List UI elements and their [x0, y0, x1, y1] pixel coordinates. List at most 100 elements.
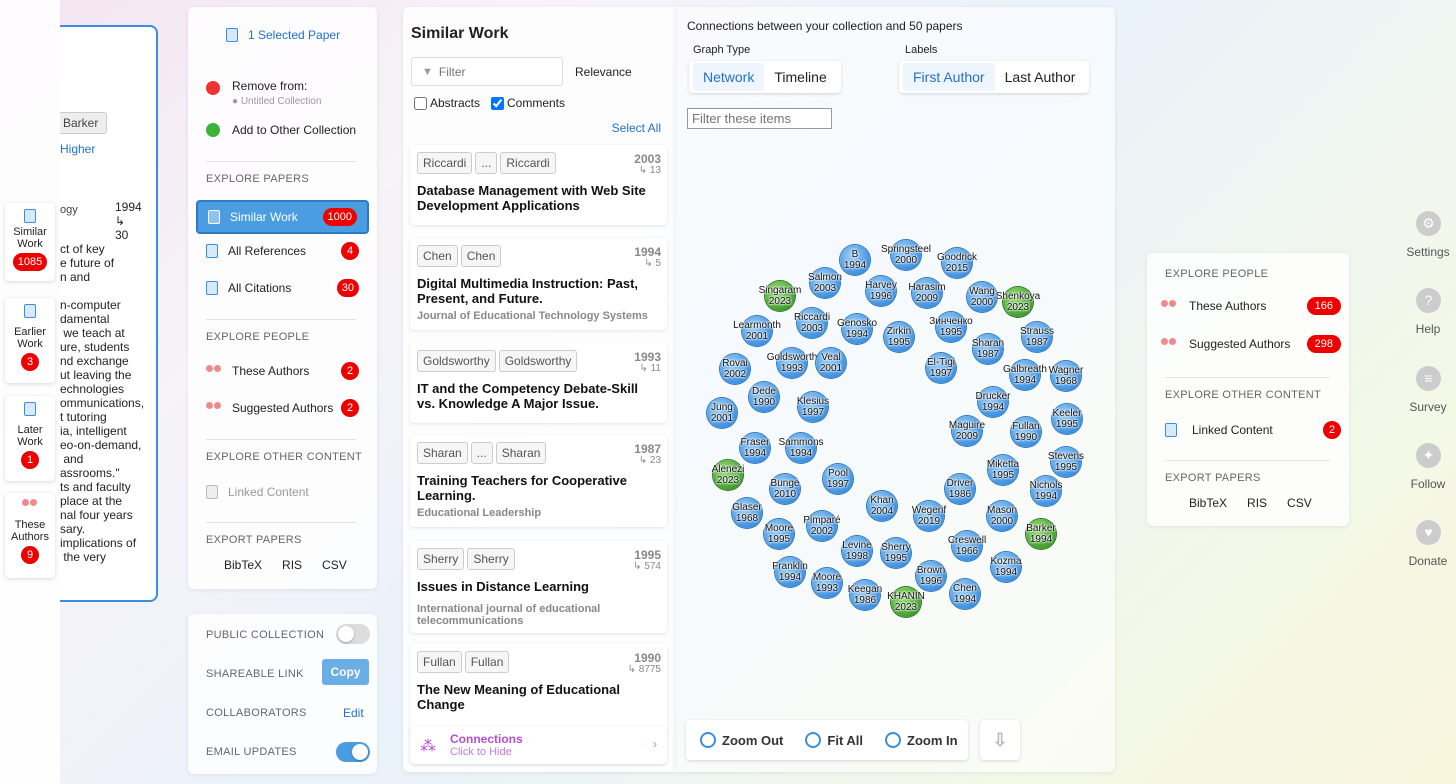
- add-to-collection[interactable]: Add to Other Collection: [206, 123, 356, 137]
- gear-icon[interactable]: ⚙: [1416, 211, 1441, 236]
- sidebar-label[interactable]: Follow: [1410, 477, 1446, 491]
- graph-node[interactable]: [891, 240, 921, 270]
- paper-card[interactable]: Chen Chen 1994 ↳ 5 Digital Multimedia Inst…: [410, 238, 667, 330]
- paper-card[interactable]: Sharan... Sharan 1987 ↳ 23 Training Teache…: [410, 435, 667, 527]
- graph-node[interactable]: [842, 536, 872, 566]
- last-author-tag[interactable]: Goldsworthy: [498, 350, 578, 372]
- filter-items-input[interactable]: [687, 108, 832, 129]
- paper-title[interactable]: The New Meaning of Educational Change: [417, 682, 620, 712]
- fit-all-button[interactable]: Fit All: [805, 732, 863, 748]
- network-graph[interactable]: B 1994 Springsteel 2000 Goodrick 2015 Singaram…: [675, 7, 1115, 707]
- export-ris[interactable]: RIS: [282, 558, 303, 572]
- sidebar-label[interactable]: Donate: [1408, 554, 1448, 568]
- paper-title[interactable]: Training Teachers for Cooperative Learni…: [417, 473, 627, 503]
- more-authors-tag[interactable]: ...: [475, 152, 498, 174]
- survey-icon[interactable]: ≡: [1416, 366, 1441, 391]
- graph-node[interactable]: [916, 561, 946, 591]
- select-all-link[interactable]: Select All: [611, 121, 661, 135]
- selected-paper-header[interactable]: 1 Selected Paper: [226, 28, 340, 42]
- graph-node[interactable]: [764, 519, 794, 549]
- graph-node[interactable]: [1052, 404, 1082, 434]
- menu-all-citations[interactable]: All Citations 30: [196, 271, 369, 305]
- first-author-tag[interactable]: Chen: [417, 245, 458, 267]
- graph-node[interactable]: [786, 433, 816, 463]
- graph-node[interactable]: [936, 312, 966, 342]
- export-bibtex[interactable]: BibTeX: [1189, 496, 1228, 510]
- right-these-authors[interactable]: These Authors 166: [1161, 297, 1341, 315]
- graph-node[interactable]: [742, 316, 772, 346]
- graph-node[interactable]: [1031, 476, 1061, 506]
- abstracts-checkbox-input[interactable]: [414, 96, 427, 110]
- timeline-option[interactable]: Timeline: [774, 69, 827, 85]
- more-authors-tag[interactable]: ...: [470, 442, 493, 464]
- sidebar-label[interactable]: Help: [1415, 322, 1441, 336]
- graph-node[interactable]: [798, 392, 828, 422]
- zoom-out-button[interactable]: Zoom Out: [700, 732, 783, 748]
- graph-node[interactable]: [867, 491, 897, 521]
- graph-node[interactable]: [810, 268, 840, 298]
- first-author-tag[interactable]: Riccardi: [417, 152, 473, 174]
- zoom-in-button[interactable]: Zoom In: [885, 732, 958, 748]
- first-author-option[interactable]: First Author: [903, 63, 995, 91]
- graph-node[interactable]: [926, 353, 956, 383]
- strip-similar-work[interactable]: Similar Work 1085: [5, 203, 55, 281]
- graph-node[interactable]: [991, 552, 1021, 582]
- graph-node[interactable]: [850, 580, 880, 610]
- graph-node[interactable]: [1051, 361, 1081, 391]
- paper-card[interactable]: Riccardi... Riccardi 2003 ↳ 13 Database Ma…: [410, 145, 667, 225]
- strip-these-authors[interactable]: These Authors 9: [5, 493, 55, 578]
- author-tag[interactable]: Barker: [60, 112, 108, 134]
- first-author-tag[interactable]: Goldsworthy: [417, 350, 496, 372]
- filter-input[interactable]: [438, 64, 549, 79]
- graph-node[interactable]: [945, 474, 975, 504]
- graph-node[interactable]: [1011, 417, 1041, 447]
- paper-title[interactable]: Digital Multimedia Instruction: Past, Pr…: [417, 276, 639, 306]
- graph-node[interactable]: [1022, 322, 1052, 352]
- graph-node[interactable]: [797, 308, 827, 338]
- paper-card[interactable]: Sherry Sherry 1995 ↳ 574 Issues in Distanc…: [410, 541, 667, 633]
- comments-checkbox-input[interactable]: [491, 96, 504, 110]
- graph-node[interactable]: [807, 511, 837, 541]
- graph-node[interactable]: [1026, 519, 1056, 549]
- menu-similar-work[interactable]: Similar Work 1000: [196, 200, 369, 234]
- first-author-tag[interactable]: Fullan: [417, 651, 462, 673]
- graph-node[interactable]: [942, 248, 972, 278]
- graph-node[interactable]: [987, 501, 1017, 531]
- menu-all-references[interactable]: All References 4: [196, 234, 369, 268]
- graph-node[interactable]: [1010, 360, 1040, 390]
- right-suggested-authors[interactable]: Suggested Authors 298: [1161, 335, 1341, 353]
- graph-node[interactable]: [713, 460, 743, 490]
- last-author-tag[interactable]: Fullan: [464, 651, 510, 673]
- graph-node[interactable]: [1051, 447, 1081, 477]
- export-bibtex[interactable]: BibTeX: [224, 558, 263, 572]
- right-linked-content[interactable]: Linked Content 2: [1165, 421, 1341, 439]
- graph-node[interactable]: [952, 416, 982, 446]
- graph-node[interactable]: [765, 281, 795, 311]
- graph-node[interactable]: [1003, 287, 1033, 317]
- menu-linked-content[interactable]: Linked Content: [196, 475, 369, 509]
- graph-node[interactable]: [840, 245, 870, 275]
- paper-card[interactable]: Fullan Fullan 1990 ↳ 8775 The New Meaning …: [410, 644, 667, 734]
- graph-node[interactable]: [881, 538, 911, 568]
- first-author-tag[interactable]: Sherry: [417, 548, 465, 570]
- public-collection-toggle[interactable]: [336, 624, 370, 644]
- remove-from-collection[interactable]: Remove from: ● Untitled Collection: [206, 79, 321, 107]
- last-author-tag[interactable]: Riccardi: [500, 152, 556, 174]
- graph-node[interactable]: [740, 433, 770, 463]
- abstracts-checkbox[interactable]: Abstracts: [414, 96, 480, 110]
- heart-icon[interactable]: ♥: [1416, 520, 1441, 545]
- paper-title[interactable]: Database Management with Web Site Develo…: [417, 183, 646, 213]
- last-author-tag[interactable]: Chen: [460, 245, 502, 267]
- paper-title[interactable]: IT and the Competency Debate-Skill vs. K…: [417, 381, 639, 411]
- graph-node[interactable]: [770, 474, 800, 504]
- graph-node[interactable]: [842, 314, 872, 344]
- graph-node[interactable]: [978, 387, 1008, 417]
- paper-title[interactable]: Issues in Distance Learning: [417, 579, 589, 594]
- graph-node[interactable]: [973, 334, 1003, 364]
- graph-node[interactable]: [812, 568, 842, 598]
- paper-card[interactable]: Goldsworthy Goldsworthy 1993 ↳ 11 IT and t…: [410, 343, 667, 423]
- graph-node[interactable]: [707, 398, 737, 428]
- question-icon[interactable]: ?: [1416, 288, 1441, 313]
- graph-node[interactable]: [732, 498, 762, 528]
- last-author-tag[interactable]: Sharan: [495, 442, 547, 464]
